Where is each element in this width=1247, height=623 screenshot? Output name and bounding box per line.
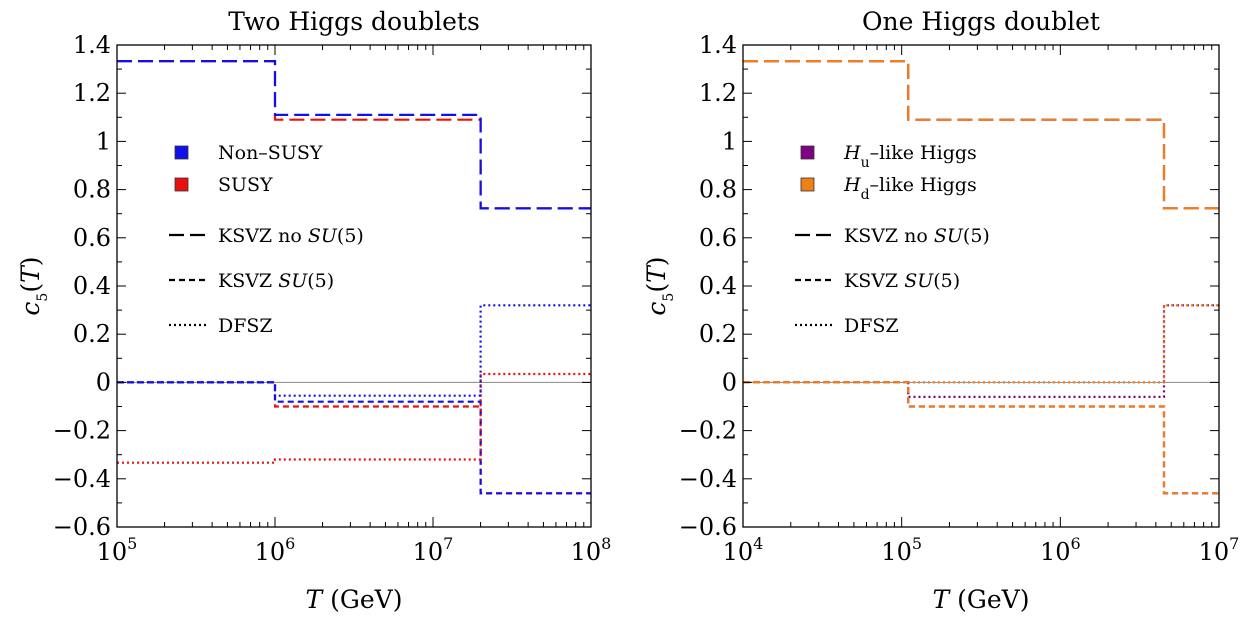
x-tick-label: 106 bbox=[255, 534, 296, 566]
y-tick-label: 0.8 bbox=[699, 176, 737, 204]
y-axis-title: c5(T) bbox=[642, 256, 677, 315]
legend-label: SUSY bbox=[218, 174, 273, 196]
legend-swatch bbox=[800, 177, 815, 192]
series-line-5 bbox=[743, 381, 1219, 495]
y-tick-label: 0.6 bbox=[73, 224, 111, 252]
legend-swatch bbox=[174, 145, 189, 160]
series-line-2 bbox=[743, 60, 1219, 210]
y-tick-label: 0 bbox=[722, 368, 737, 396]
y-tick-label: 0.4 bbox=[699, 272, 737, 300]
y-tick-label: 1.4 bbox=[73, 31, 111, 59]
x-tick-label: 107 bbox=[413, 534, 454, 566]
plot-frame bbox=[116, 44, 592, 528]
series-line-6 bbox=[743, 304, 1219, 384]
x-tick-label: 107 bbox=[1199, 534, 1240, 566]
legend-label: KSVZ no SU(5) bbox=[844, 225, 990, 247]
y-tick-label: −0.4 bbox=[53, 465, 111, 493]
legend-label: DFSZ bbox=[218, 315, 273, 337]
legend-swatch bbox=[174, 177, 189, 192]
series-line-2 bbox=[117, 60, 591, 210]
y-tick-label: 1.4 bbox=[699, 31, 737, 59]
y-tick-label: −0.2 bbox=[53, 417, 111, 445]
plot-frame bbox=[742, 44, 1220, 528]
y-tick-label: −0.6 bbox=[679, 513, 737, 541]
y-tick-label: 0.4 bbox=[73, 272, 111, 300]
series-line-4 bbox=[117, 381, 591, 495]
x-tick-label: 106 bbox=[1040, 534, 1081, 566]
x-tick-label: 104 bbox=[723, 534, 764, 566]
legend-label: Hu–like Higgs bbox=[843, 142, 977, 171]
legend-label: KSVZ SU(5) bbox=[218, 270, 334, 292]
legend-label: KSVZ no SU(5) bbox=[218, 225, 364, 247]
series-line-3 bbox=[117, 381, 591, 495]
y-tick-label: 1 bbox=[96, 127, 111, 155]
y-tick-label: 0.2 bbox=[73, 320, 111, 348]
series-line-1 bbox=[743, 304, 1219, 398]
y-tick-label: 0.2 bbox=[699, 320, 737, 348]
legend-label: KSVZ SU(5) bbox=[844, 270, 960, 292]
series-line-6 bbox=[117, 304, 591, 397]
legend: Hu–like Higgs Hd–like Higgs KSVZ no SU(5) K… bbox=[795, 142, 990, 337]
series-line-5 bbox=[117, 372, 591, 464]
y-tick-label: −0.6 bbox=[53, 513, 111, 541]
y-tick-label: 0.6 bbox=[699, 224, 737, 252]
chart-title: One Higgs doublet bbox=[862, 7, 1100, 36]
y-tick-label: 1.2 bbox=[699, 79, 737, 107]
y-tick-label: 1 bbox=[722, 127, 737, 155]
y-axis-title: c5(T) bbox=[16, 256, 51, 315]
legend-swatch bbox=[800, 145, 815, 160]
legend-label: DFSZ bbox=[844, 315, 899, 337]
legend: Non–SUSY SUSY KSVZ no SU(5) KSVZ SU(5) DFSZ bbox=[169, 142, 364, 337]
x-tick-label: 105 bbox=[881, 534, 922, 566]
series-line-4 bbox=[743, 60, 1219, 210]
y-tick-label: 1.2 bbox=[73, 79, 111, 107]
y-tick-label: 0.8 bbox=[73, 176, 111, 204]
x-axis-title: T (GeV) bbox=[933, 585, 1030, 614]
y-tick-label: −0.2 bbox=[679, 417, 737, 445]
x-tick-label: 105 bbox=[97, 534, 138, 566]
y-tick-label: 0 bbox=[96, 368, 111, 396]
series-line-3 bbox=[743, 381, 1219, 495]
x-tick-label: 108 bbox=[571, 534, 612, 566]
legend-label: Non–SUSY bbox=[218, 142, 323, 164]
chart-title: Two Higgs doublets bbox=[228, 7, 480, 36]
legend-label: Hd–like Higgs bbox=[843, 174, 977, 203]
y-tick-label: −0.4 bbox=[679, 465, 737, 493]
x-axis-title: T (GeV) bbox=[306, 585, 403, 614]
